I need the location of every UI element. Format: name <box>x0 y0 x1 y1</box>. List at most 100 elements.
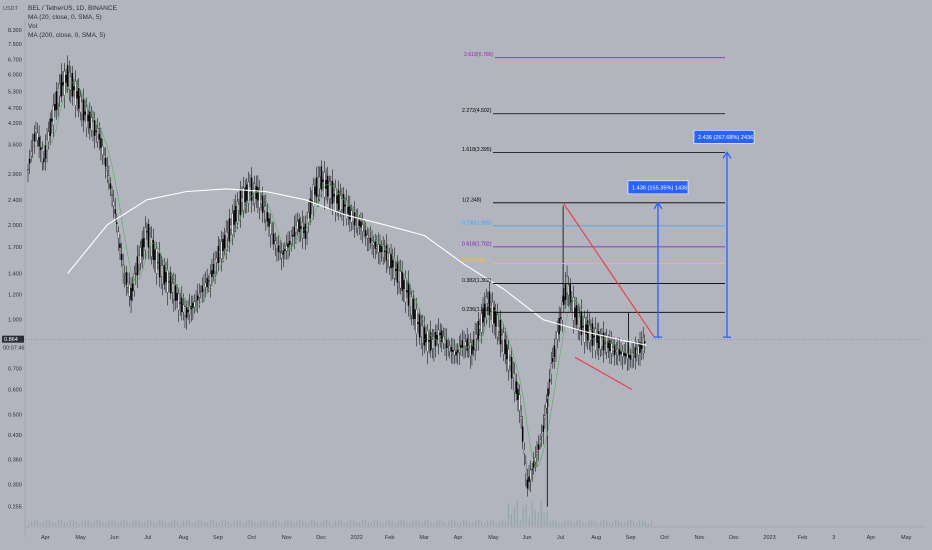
candle[interactable] <box>407 282 410 306</box>
candle[interactable] <box>47 131 50 142</box>
candle[interactable] <box>344 204 346 207</box>
candle[interactable] <box>322 179 324 182</box>
candle[interactable] <box>234 205 237 222</box>
candle[interactable] <box>618 349 621 355</box>
candle[interactable] <box>624 353 627 357</box>
candle[interactable] <box>441 330 443 342</box>
candle[interactable] <box>517 388 519 400</box>
candle[interactable] <box>398 270 400 283</box>
candle[interactable] <box>615 349 617 353</box>
candle[interactable] <box>399 271 402 289</box>
candle[interactable] <box>43 158 45 163</box>
candle[interactable] <box>144 227 147 251</box>
candle[interactable] <box>90 117 93 131</box>
candle[interactable] <box>154 249 156 261</box>
candle[interactable] <box>631 352 633 361</box>
candle[interactable] <box>209 273 212 285</box>
candle[interactable] <box>314 186 316 195</box>
candle[interactable] <box>136 256 139 276</box>
indicator-vol[interactable]: Vol <box>28 23 38 30</box>
candle[interactable] <box>383 250 386 252</box>
candle[interactable] <box>139 247 142 264</box>
candle[interactable] <box>539 439 541 443</box>
candle[interactable] <box>149 236 151 248</box>
candle[interactable] <box>444 339 446 345</box>
candle[interactable] <box>588 324 591 344</box>
candle[interactable] <box>296 221 299 230</box>
candle[interactable] <box>475 334 478 339</box>
candle[interactable] <box>299 226 302 229</box>
candle[interactable] <box>453 350 456 356</box>
candle[interactable] <box>315 177 318 197</box>
candle[interactable] <box>157 262 159 264</box>
candle[interactable] <box>602 332 605 351</box>
candle[interactable] <box>417 322 419 325</box>
candle[interactable] <box>106 168 109 171</box>
candle[interactable] <box>544 415 546 419</box>
candle[interactable] <box>230 224 232 230</box>
candle[interactable] <box>265 205 267 220</box>
wedge-upper-line[interactable] <box>562 202 655 338</box>
candle[interactable] <box>536 452 538 455</box>
candle[interactable] <box>520 416 522 420</box>
indicator-ma20[interactable]: MA (20, close, 0, SMA, 5) <box>28 14 102 21</box>
candle[interactable] <box>111 194 113 196</box>
candle[interactable] <box>447 346 449 348</box>
candle[interactable] <box>103 154 105 159</box>
candle[interactable] <box>523 449 526 454</box>
candle[interactable] <box>93 120 96 136</box>
candle[interactable] <box>182 304 185 313</box>
candle[interactable] <box>200 291 202 293</box>
candle[interactable] <box>436 335 438 341</box>
candle[interactable] <box>387 252 389 261</box>
candle[interactable] <box>114 209 116 214</box>
candle[interactable] <box>273 233 275 244</box>
candle[interactable] <box>274 240 277 245</box>
candle[interactable] <box>206 277 208 287</box>
candle[interactable] <box>150 237 153 257</box>
candle[interactable] <box>77 88 80 109</box>
candle[interactable] <box>215 257 218 263</box>
candle[interactable] <box>133 273 135 291</box>
candle[interactable] <box>266 211 269 222</box>
candle[interactable] <box>566 276 568 294</box>
candle[interactable] <box>54 103 56 111</box>
candle[interactable] <box>128 284 131 297</box>
candle[interactable] <box>223 235 226 249</box>
candle[interactable] <box>312 184 315 208</box>
candle[interactable] <box>260 199 262 204</box>
candle[interactable] <box>501 334 503 341</box>
candle[interactable] <box>429 332 432 351</box>
candle[interactable] <box>292 235 294 237</box>
candle[interactable] <box>396 261 399 283</box>
candle[interactable] <box>63 71 66 96</box>
candle[interactable] <box>195 300 197 302</box>
candle[interactable] <box>559 317 562 319</box>
candle[interactable] <box>558 317 560 335</box>
candle[interactable] <box>590 329 592 341</box>
candle[interactable] <box>471 345 473 355</box>
candle[interactable] <box>127 281 129 288</box>
candle[interactable] <box>629 354 632 360</box>
candle[interactable] <box>364 230 367 237</box>
candle[interactable] <box>228 218 231 242</box>
candle[interactable] <box>119 243 121 248</box>
candle[interactable] <box>158 253 161 278</box>
candle[interactable] <box>269 223 272 235</box>
candle[interactable] <box>414 309 416 319</box>
candle[interactable] <box>225 230 227 251</box>
candle[interactable] <box>295 225 297 233</box>
candle[interactable] <box>360 221 362 228</box>
candle[interactable] <box>188 305 191 315</box>
candle[interactable] <box>450 347 453 352</box>
candle[interactable] <box>125 272 128 285</box>
candle[interactable] <box>244 187 246 203</box>
candle[interactable] <box>374 241 376 249</box>
candle[interactable] <box>548 379 551 382</box>
candle[interactable] <box>108 175 110 181</box>
candle[interactable] <box>62 82 64 86</box>
candle[interactable] <box>109 183 112 189</box>
candle[interactable] <box>217 246 220 264</box>
candle[interactable] <box>352 215 354 222</box>
